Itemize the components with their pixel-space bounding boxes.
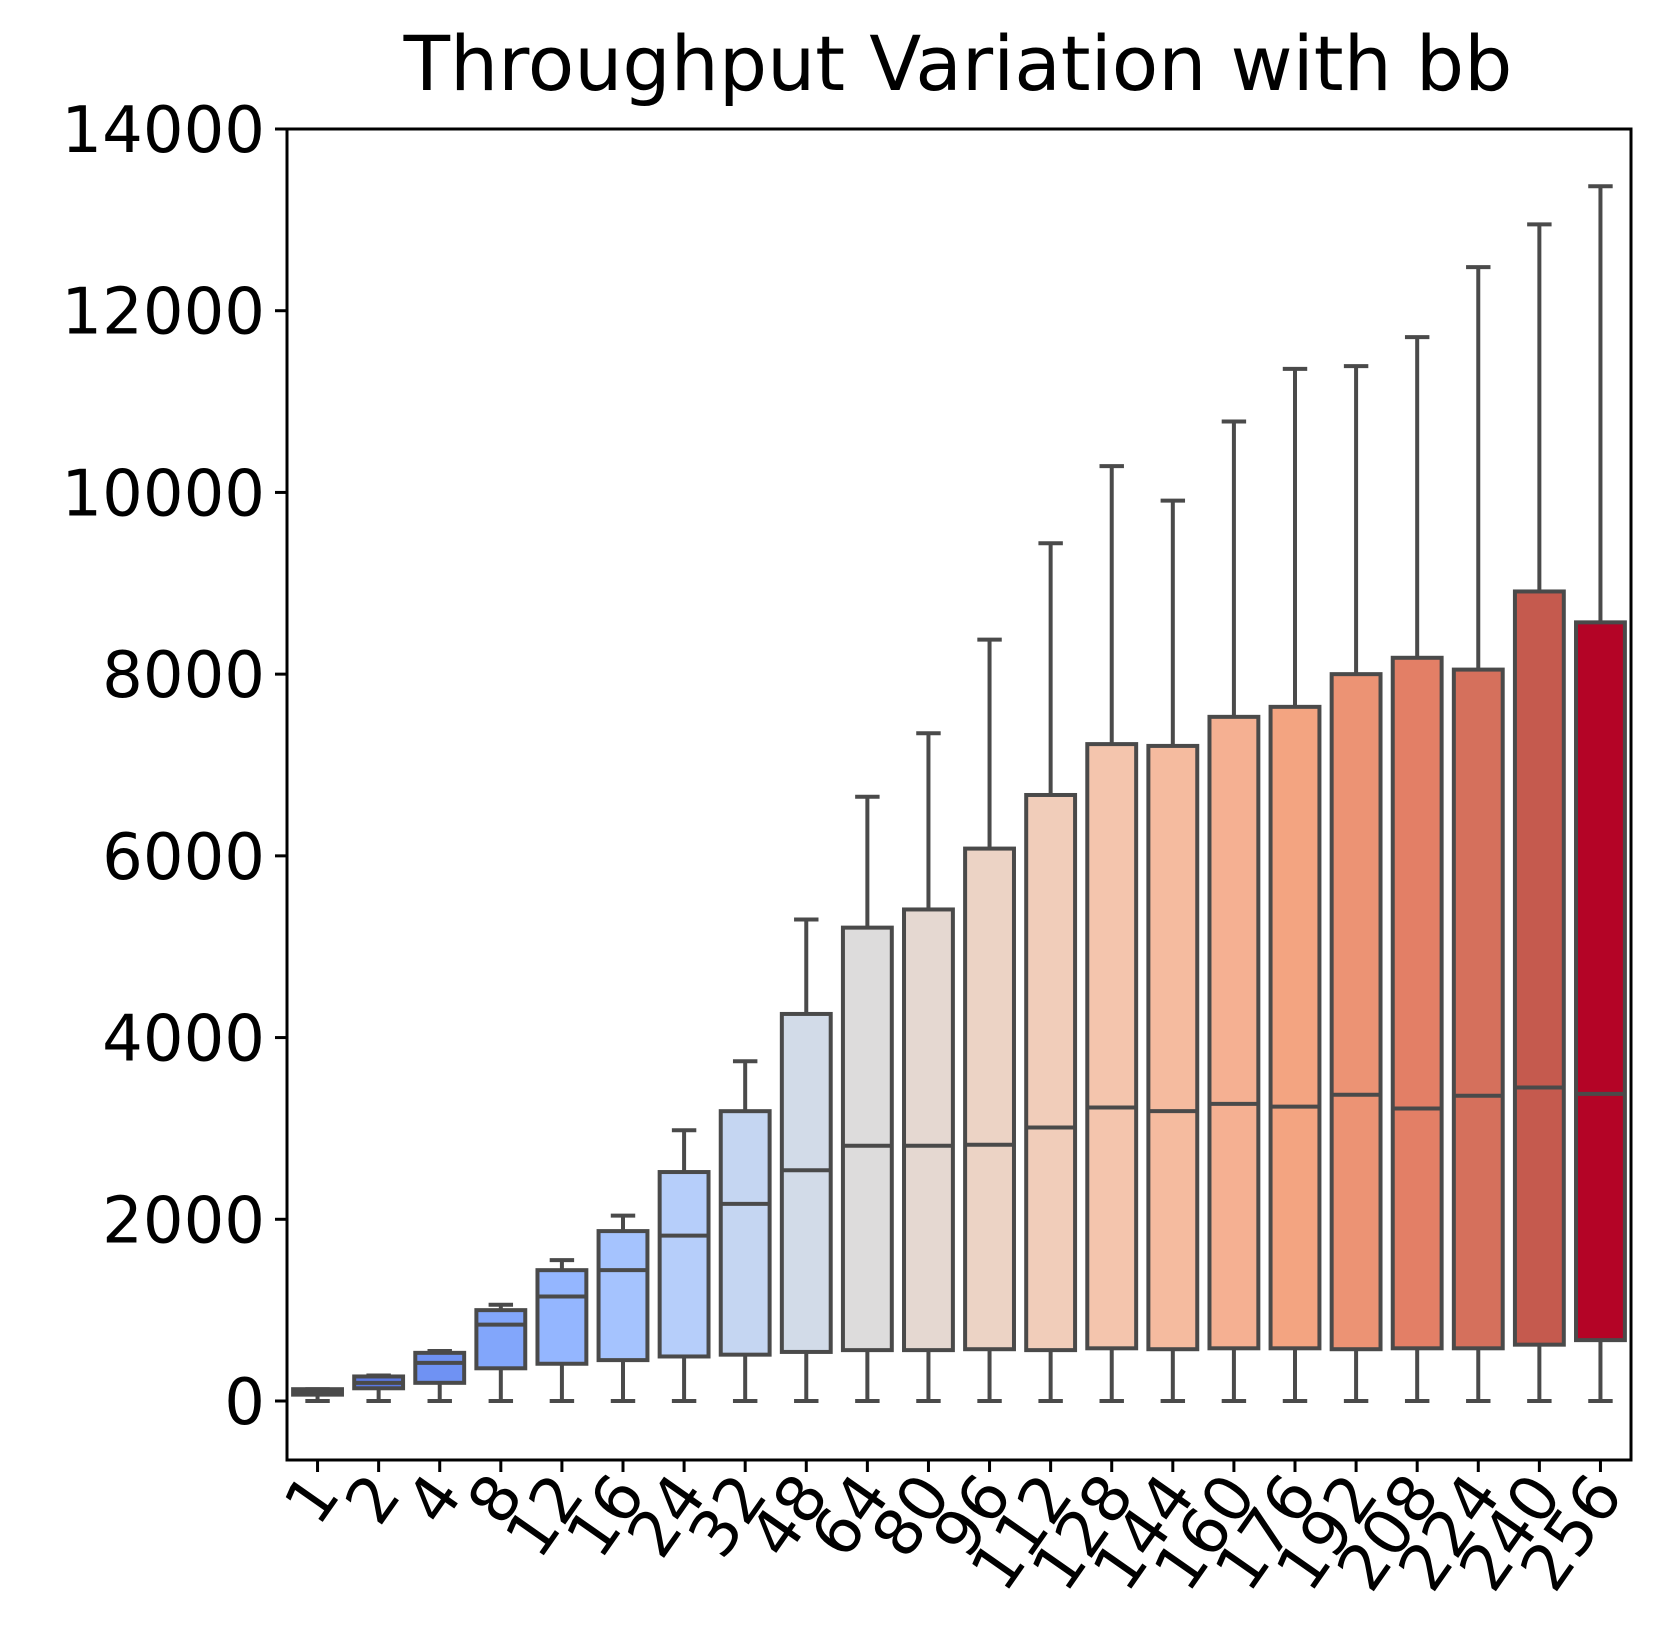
box-iqr: [413, 1350, 467, 1385]
box-8: [474, 1302, 528, 1403]
box-144: [1146, 498, 1200, 1403]
box-240: [1512, 222, 1566, 1403]
box-48: [779, 917, 833, 1403]
box-32: [718, 1059, 772, 1403]
box-iqr: [718, 1109, 772, 1357]
box-iqr: [840, 925, 894, 1353]
box-iqr: [535, 1268, 589, 1366]
box-iqr: [1390, 655, 1444, 1351]
box-iqr: [1451, 667, 1505, 1351]
box-iqr: [1146, 743, 1200, 1352]
y-tick-label: 14000: [61, 94, 265, 168]
box-128: [1085, 464, 1139, 1403]
box-176: [1268, 366, 1322, 1403]
box-160: [1207, 419, 1261, 1403]
x-axis: 1248121624324864809611212814416017619220…: [271, 1460, 1638, 1604]
box-16: [596, 1213, 650, 1403]
y-tick-label: 0: [224, 1366, 265, 1440]
box-iqr: [596, 1229, 650, 1363]
box-iqr: [779, 1011, 833, 1354]
box-224: [1451, 265, 1505, 1403]
box-12: [535, 1258, 589, 1403]
chart-title: Throughput Variation with bb: [403, 19, 1513, 108]
box-24: [657, 1128, 711, 1403]
box-192: [1329, 364, 1383, 1403]
box-4: [413, 1349, 467, 1403]
box-64: [840, 794, 894, 1403]
box-iqr: [1574, 620, 1627, 1343]
box-256: [1574, 184, 1627, 1403]
box-iqr: [1207, 714, 1261, 1351]
box-iqr: [902, 907, 955, 1353]
plot-area: [291, 184, 1627, 1403]
box-80: [902, 731, 955, 1403]
y-tick-label: 10000: [61, 457, 265, 531]
box-iqr: [1085, 742, 1139, 1351]
y-tick-label: 4000: [102, 1003, 265, 1077]
plot-frame: [285, 127, 1633, 1462]
box-iqr: [1512, 589, 1566, 1347]
box-2: [352, 1373, 406, 1403]
box-208: [1390, 335, 1444, 1403]
box-iqr: [1329, 672, 1383, 1352]
y-tick-label: 2000: [102, 1184, 265, 1258]
y-tick-label: 12000: [61, 276, 265, 350]
box-iqr: [474, 1308, 528, 1371]
box-iqr: [1024, 792, 1078, 1353]
box-112: [1024, 541, 1078, 1403]
y-tick-label: 8000: [102, 639, 265, 713]
box-iqr: [657, 1170, 711, 1359]
box-iqr: [1268, 704, 1322, 1351]
y-axis: 0 2000 4000 6000 8000 10000 12000 14000: [61, 94, 287, 1440]
y-tick-label: 6000: [102, 821, 265, 895]
box-96: [963, 637, 1016, 1403]
box-1: [291, 1387, 344, 1403]
box-iqr: [963, 846, 1016, 1352]
